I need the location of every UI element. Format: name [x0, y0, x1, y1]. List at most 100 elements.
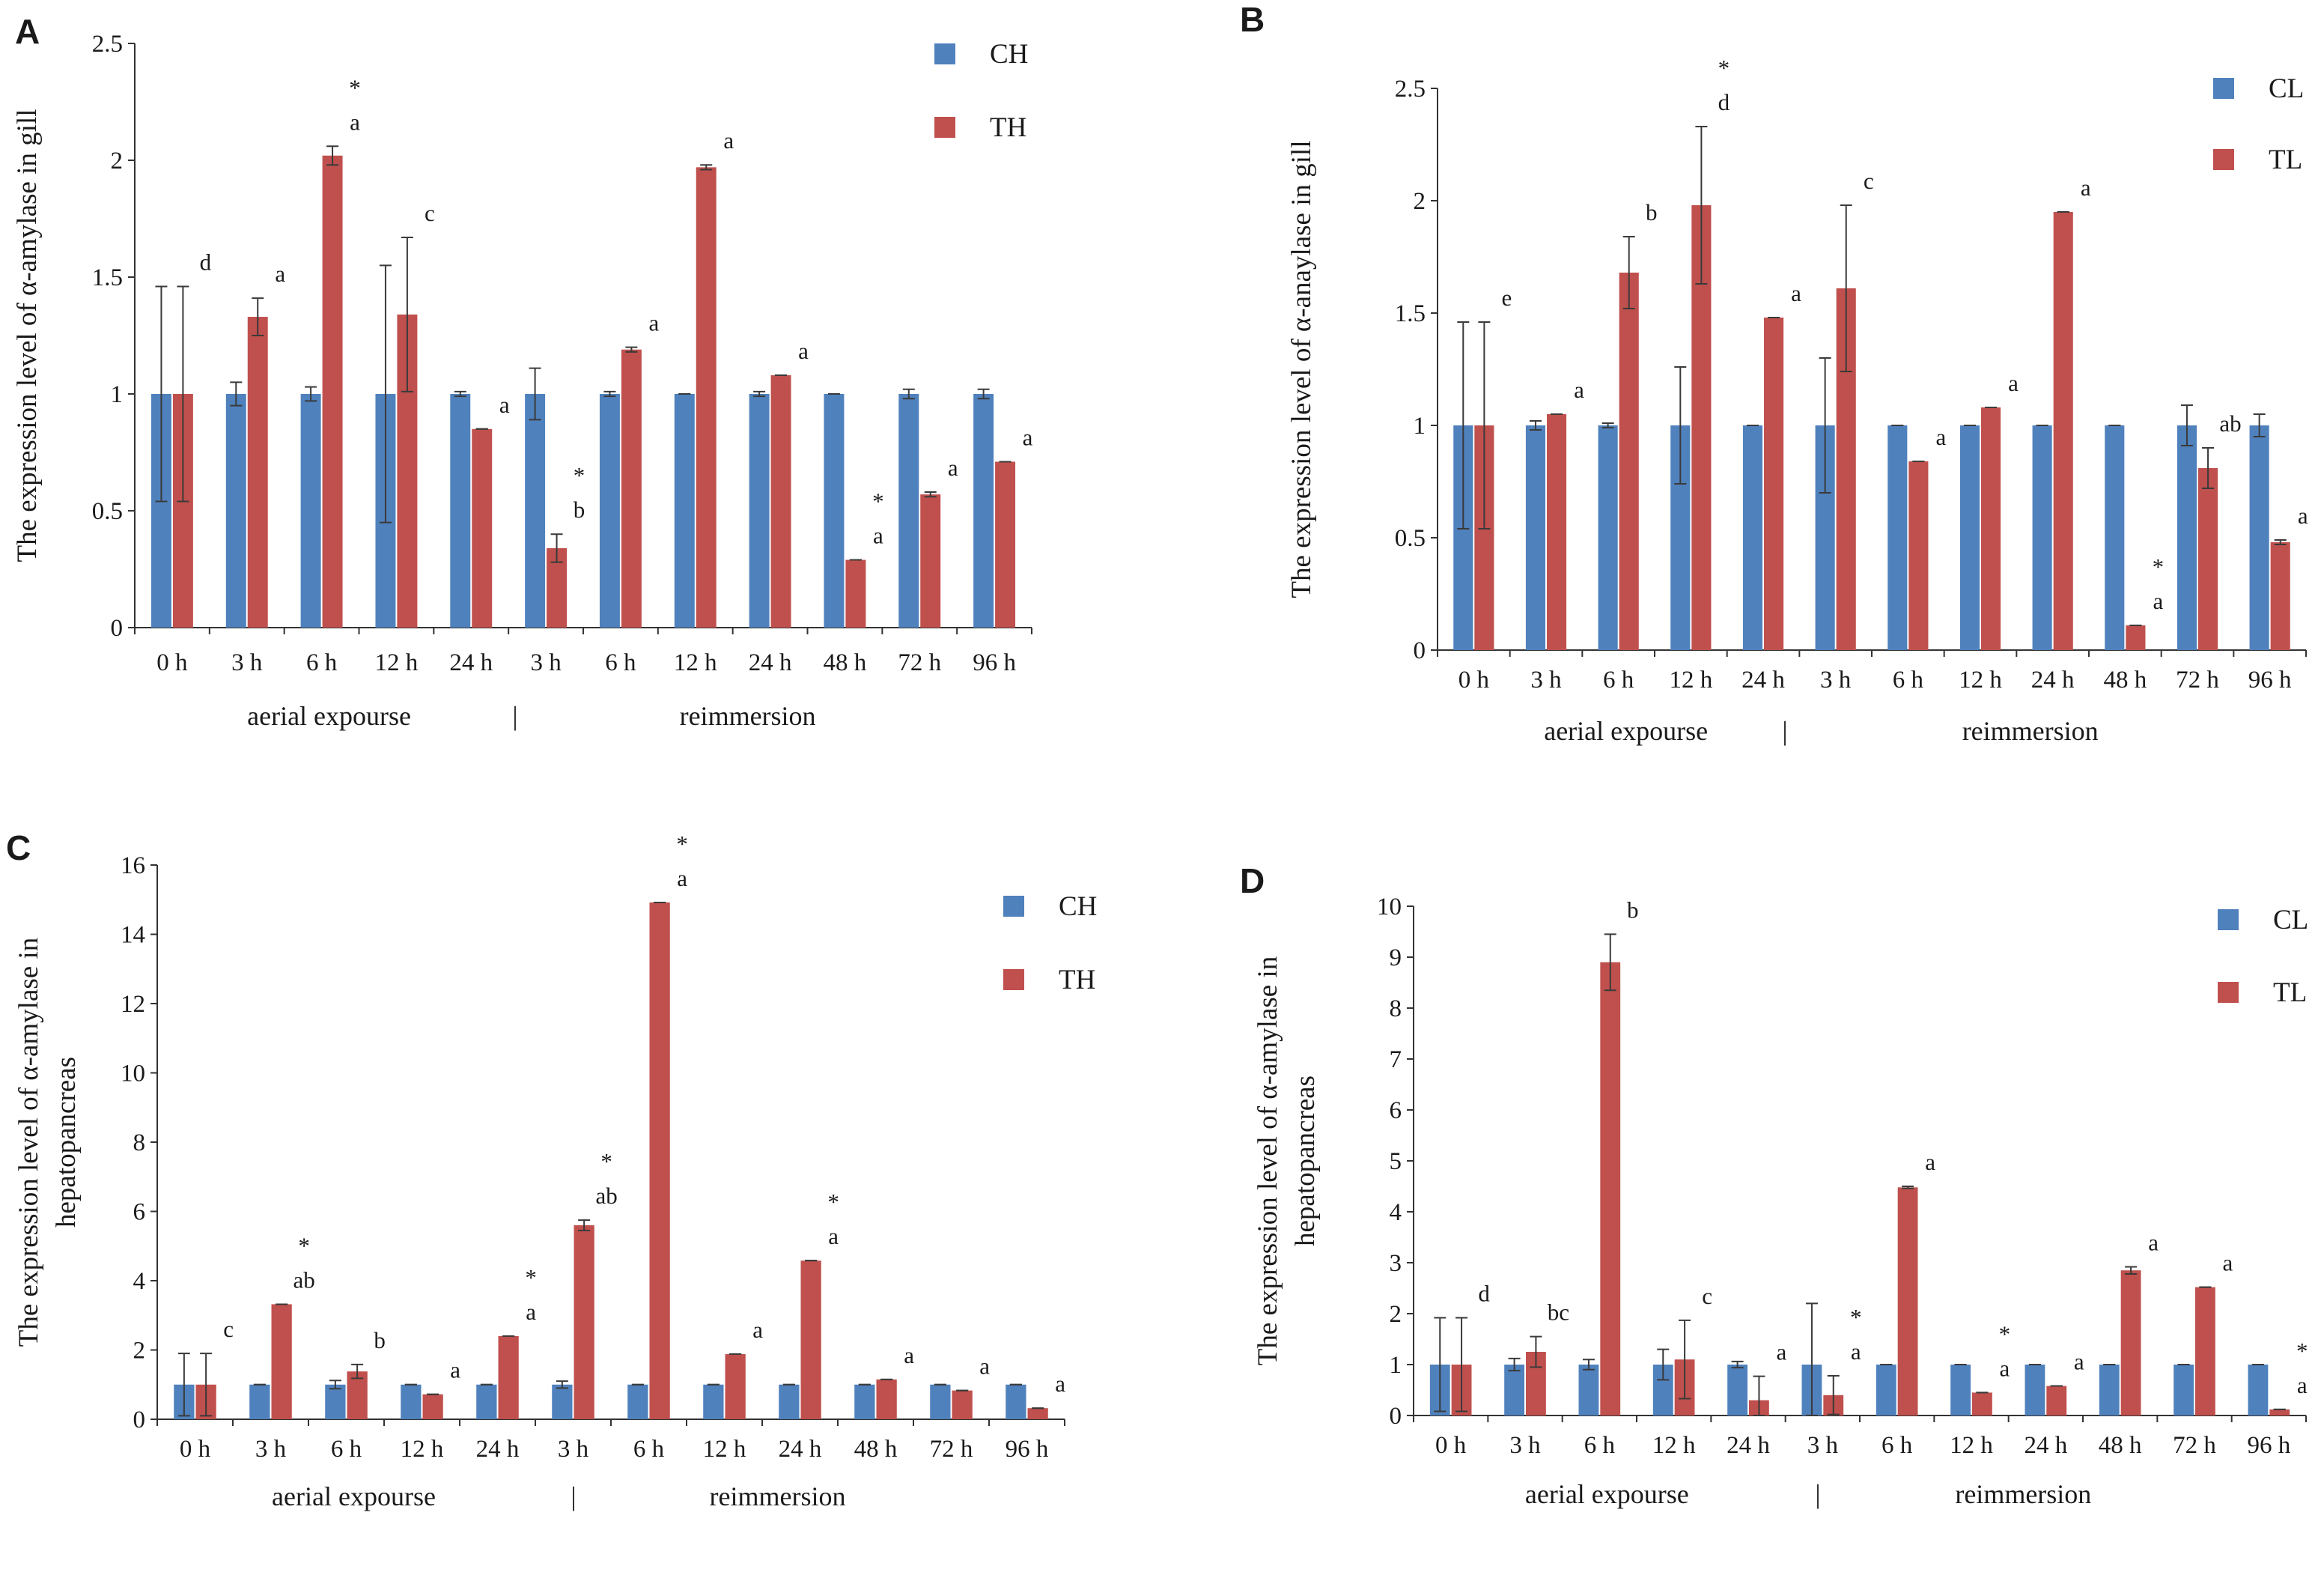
- significance-star: *: [2153, 553, 2165, 580]
- y-tick-label: 10: [121, 1061, 145, 1087]
- x-tick-label: 3 h: [231, 649, 263, 676]
- significance-letter: a: [2298, 503, 2308, 529]
- bar-tl-1: [1547, 414, 1567, 650]
- x-tick-label: 96 h: [2248, 667, 2292, 694]
- significance-letter: a: [2008, 370, 2019, 396]
- significance-letter: a: [979, 1353, 990, 1380]
- x-tick-label: 12 h: [1950, 1432, 1993, 1459]
- group-label-reimmersion: reimmersion: [1962, 716, 2099, 746]
- y-tick-label: 1: [111, 381, 124, 408]
- bar-th-9: [876, 1379, 897, 1419]
- significance-letter: c: [1702, 1283, 1712, 1309]
- bar-cl-2: [1598, 425, 1618, 650]
- bar-tl-2: [1600, 962, 1621, 1416]
- legend-label-th: TH: [990, 112, 1026, 143]
- significance-star: *: [827, 1189, 839, 1215]
- x-tick-label: 24 h: [476, 1436, 520, 1463]
- y-tick-label: 6: [1390, 1097, 1402, 1124]
- bar-tl-7: [1972, 1392, 1992, 1416]
- y-tick-label: 6: [133, 1199, 146, 1226]
- x-tick-label: 0 h: [180, 1436, 211, 1463]
- panel-D: D 0 1 2 3 4 5 6 7 8 9 10 The expression level of α-a…: [1240, 861, 2308, 1509]
- bar-ch-11: [1006, 1384, 1026, 1419]
- group-label-aerial: aerial expourse: [1544, 716, 1708, 746]
- group-separator: |: [512, 701, 517, 731]
- significance-letter: a: [1936, 424, 1947, 450]
- significance-letter: d: [200, 249, 212, 275]
- bar-cl-8: [2025, 1365, 2045, 1416]
- significance-letter: c: [425, 200, 435, 226]
- bar-cl-2: [1578, 1365, 1599, 1416]
- significance-star: *: [349, 74, 361, 100]
- bar-th-6: [621, 349, 642, 628]
- y-axis-label: hepatopancreas: [1290, 1075, 1321, 1246]
- bar-tl-10: [2195, 1287, 2215, 1416]
- y-tick-label: 9: [1390, 944, 1402, 971]
- legend-swatch-tl: [2218, 982, 2239, 1003]
- significance-letter: ab: [2219, 410, 2241, 437]
- significance-star: *: [676, 831, 688, 857]
- bar-ch-2: [325, 1384, 346, 1419]
- significance-letter: ab: [293, 1266, 315, 1293]
- bar-ch-9: [854, 1384, 875, 1419]
- legend-label-th: TH: [1059, 965, 1095, 995]
- significance-letter: a: [1055, 1371, 1065, 1397]
- x-tick-label: 6 h: [306, 649, 338, 676]
- x-tick-label: 24 h: [1727, 1432, 1770, 1459]
- significance-letter: a: [873, 523, 883, 549]
- group-label-aerial: aerial expourse: [1525, 1479, 1689, 1509]
- bar-ch-4: [450, 394, 471, 628]
- bar-tl-6: [1897, 1187, 1918, 1416]
- bar-th-8: [800, 1260, 821, 1419]
- y-tick-label: 2: [133, 1338, 146, 1365]
- significance-letter: a: [499, 392, 510, 418]
- significance-letter: a: [1851, 1338, 1861, 1365]
- legend-swatch-cl: [2218, 909, 2239, 930]
- significance-star: *: [298, 1232, 310, 1258]
- bar-ch-7: [703, 1384, 724, 1419]
- y-tick-label: 0: [1390, 1403, 1402, 1430]
- group-label-reimmersion: reimmersion: [680, 701, 816, 731]
- bar-cl-4: [1727, 1365, 1747, 1416]
- y-tick-label: 0.5: [92, 498, 123, 525]
- significance-star: *: [1850, 1304, 1862, 1330]
- group-separator: |: [1815, 1479, 1820, 1509]
- panel-label: C: [6, 828, 31, 867]
- significance-letter: a: [1023, 424, 1033, 450]
- legend-label-tl: TL: [2273, 977, 2307, 1008]
- bar-tl-11: [2269, 1409, 2290, 1416]
- x-tick-label: 48 h: [2099, 1432, 2142, 1459]
- bar-cl-1: [1504, 1365, 1524, 1416]
- bar-ch-5: [552, 1384, 573, 1419]
- y-tick-label: 4: [1390, 1199, 1402, 1226]
- bar-cl-6: [1876, 1365, 1896, 1416]
- x-tick-label: 3 h: [255, 1436, 287, 1463]
- significance-letter: a: [275, 261, 285, 287]
- y-tick-label: 0: [111, 615, 124, 642]
- y-axis-label: The expression level of α-anaylase in gi…: [1286, 140, 1317, 598]
- y-tick-label: 2.5: [1395, 76, 1426, 103]
- x-tick-label: 48 h: [824, 649, 867, 676]
- y-axis-label: The expression level of α-amylase in gil…: [12, 109, 43, 562]
- y-axis-label: The expression level of α-amylase in: [1253, 956, 1283, 1365]
- bar-cl-7: [1950, 1365, 1971, 1416]
- legend-label-tl: TL: [2269, 145, 2302, 175]
- x-tick-label: 96 h: [1006, 1436, 1049, 1463]
- significance-letter: b: [1627, 896, 1639, 923]
- significance-letter: a: [677, 865, 687, 891]
- bar-th-10: [952, 1390, 973, 1419]
- significance-letter: a: [2153, 588, 2164, 614]
- group-separator: |: [571, 1481, 576, 1511]
- significance-letter: d: [1718, 89, 1730, 115]
- x-tick-label: 72 h: [2173, 1432, 2216, 1459]
- bar-th-2: [347, 1371, 368, 1419]
- significance-star: *: [1999, 1320, 2011, 1347]
- bar-ch-8: [749, 394, 770, 628]
- y-tick-label: 2: [1414, 188, 1426, 215]
- bar-tl-4: [1764, 318, 1784, 650]
- significance-letter: a: [723, 127, 734, 154]
- significance-letter: a: [450, 1357, 460, 1383]
- x-tick-label: 0 h: [1458, 667, 1490, 694]
- significance-letter: a: [752, 1317, 763, 1343]
- bar-ch-6: [599, 394, 620, 628]
